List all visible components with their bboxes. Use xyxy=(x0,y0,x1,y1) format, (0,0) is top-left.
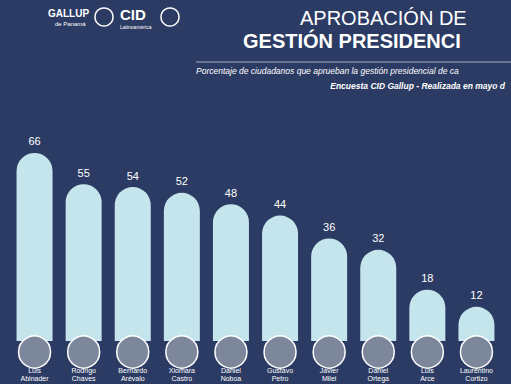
svg-text:36: 36 xyxy=(323,221,335,233)
svg-text:Luis: Luis xyxy=(28,366,41,374)
svg-text:Xiomara: Xiomara xyxy=(168,366,195,374)
svg-text:Encuesta CID Gallup - Realizad: Encuesta CID Gallup - Realizada en mayo … xyxy=(330,81,506,91)
svg-text:Milei: Milei xyxy=(322,375,337,382)
svg-text:Chaves: Chaves xyxy=(72,375,96,382)
svg-text:GESTIÓN PRESIDENCI: GESTIÓN PRESIDENCI xyxy=(243,29,461,52)
svg-text:52: 52 xyxy=(176,175,188,187)
svg-text:32: 32 xyxy=(372,232,384,244)
svg-text:54: 54 xyxy=(127,170,139,182)
svg-text:Porcentaje de ciudadanos que a: Porcentaje de ciudadanos que aprueban la… xyxy=(196,66,459,76)
svg-text:de Panamá: de Panamá xyxy=(55,21,86,27)
svg-text:Ortega: Ortega xyxy=(368,375,390,383)
svg-text:Arévalo: Arévalo xyxy=(121,375,145,382)
svg-text:Rodrigo: Rodrigo xyxy=(71,366,96,374)
svg-text:18: 18 xyxy=(421,272,433,284)
svg-text:44: 44 xyxy=(274,198,286,210)
svg-text:Castro: Castro xyxy=(172,375,193,382)
svg-text:Cortizo: Cortizo xyxy=(465,375,487,382)
svg-text:12: 12 xyxy=(470,289,482,301)
svg-text:Arce: Arce xyxy=(420,375,435,382)
svg-text:Petro: Petro xyxy=(272,375,289,382)
svg-text:Abinader: Abinader xyxy=(21,375,50,382)
svg-text:66: 66 xyxy=(28,135,40,147)
svg-text:Laurentino: Laurentino xyxy=(459,366,493,374)
svg-text:Noboa: Noboa xyxy=(221,375,242,382)
svg-text:Latinoamérica: Latinoamérica xyxy=(120,24,152,30)
svg-text:Gustavo: Gustavo xyxy=(267,366,294,374)
svg-text:Daniel: Daniel xyxy=(368,366,389,374)
svg-text:Luis: Luis xyxy=(420,366,434,374)
svg-text:55: 55 xyxy=(78,167,90,179)
svg-text:CID: CID xyxy=(120,6,146,23)
svg-text:APROBACIÓN DE: APROBACIÓN DE xyxy=(300,7,467,29)
svg-text:Bernardo: Bernardo xyxy=(118,366,148,374)
svg-text:Daniel: Daniel xyxy=(221,366,241,374)
svg-text:GALLUP: GALLUP xyxy=(48,8,89,19)
svg-text:Javier: Javier xyxy=(319,366,339,374)
svg-text:48: 48 xyxy=(225,187,237,199)
